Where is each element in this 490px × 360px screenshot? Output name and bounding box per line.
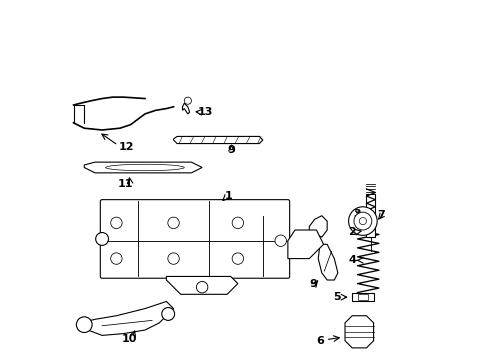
Circle shape <box>354 212 372 230</box>
Bar <box>358 294 368 300</box>
Text: 13: 13 <box>198 107 213 117</box>
Text: 10: 10 <box>121 334 137 344</box>
Polygon shape <box>84 162 202 173</box>
Polygon shape <box>81 301 173 336</box>
Circle shape <box>232 253 244 264</box>
Circle shape <box>96 233 109 246</box>
Text: 3: 3 <box>354 209 361 219</box>
Polygon shape <box>288 230 323 258</box>
Circle shape <box>162 307 174 320</box>
Text: 6: 6 <box>316 336 324 346</box>
Circle shape <box>359 217 367 225</box>
Text: 2: 2 <box>348 227 356 237</box>
Circle shape <box>168 253 179 264</box>
Circle shape <box>184 97 192 104</box>
Text: 12: 12 <box>119 142 134 152</box>
Polygon shape <box>167 276 238 294</box>
Circle shape <box>111 253 122 264</box>
Polygon shape <box>318 244 338 280</box>
Ellipse shape <box>106 164 184 171</box>
Text: 5: 5 <box>333 292 341 302</box>
Polygon shape <box>173 136 263 144</box>
Text: 9: 9 <box>227 145 235 155</box>
Text: 8: 8 <box>301 234 309 244</box>
Polygon shape <box>309 216 327 237</box>
Circle shape <box>275 235 287 247</box>
FancyBboxPatch shape <box>100 200 290 278</box>
Text: 9: 9 <box>309 279 317 289</box>
Bar <box>352 293 373 301</box>
Circle shape <box>168 217 179 229</box>
Text: 1: 1 <box>225 191 233 201</box>
Bar <box>367 194 375 237</box>
Circle shape <box>348 207 377 235</box>
Polygon shape <box>182 103 190 114</box>
Polygon shape <box>345 316 373 348</box>
Circle shape <box>196 282 208 293</box>
Circle shape <box>232 217 244 229</box>
Text: 11: 11 <box>118 179 133 189</box>
Text: 4: 4 <box>348 255 356 265</box>
Text: 7: 7 <box>377 210 385 220</box>
Circle shape <box>111 217 122 229</box>
Circle shape <box>76 317 92 333</box>
